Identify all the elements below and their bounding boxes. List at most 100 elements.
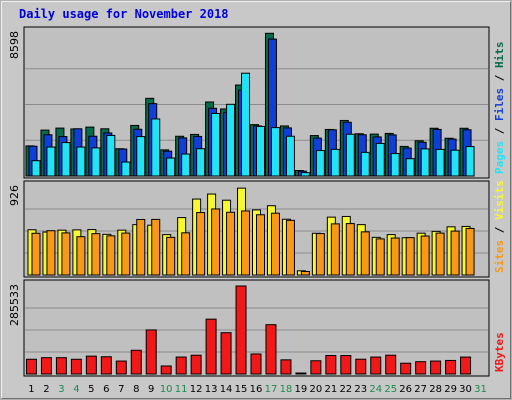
bar-pages-day-14 [226,103,236,177]
bar-sites-day-30 [465,227,475,276]
bar-kbytes-day-26 [400,362,412,375]
bar-sites-day-27 [420,235,430,276]
day-label: 4 [73,384,79,395]
bar-pages-day-5 [91,147,101,177]
day-label: 1 [28,384,34,395]
bar-pages-day-9 [151,118,161,177]
legend-visits: Visits [493,180,506,220]
series-legend-label: KBytes [493,332,506,372]
bar-pages-day-6 [106,134,116,177]
bar-kbytes-day-14 [220,332,232,375]
bar-pages-day-28 [435,148,445,177]
day-label: 27 [414,384,427,395]
bar-sites-day-3 [61,232,71,276]
bar-pages-day-11 [181,153,191,177]
bar-pages-day-16 [256,125,265,177]
day-label: 14 [220,384,233,395]
series-legend-label: Sites / Visits [493,180,506,273]
bar-kbytes-day-30 [460,356,472,375]
bar-sites-day-26 [405,237,415,276]
day-label: 18 [280,384,293,395]
bar-kbytes-day-20 [310,360,322,375]
day-label: 31 [474,384,487,395]
panel-hits-files-pages: 8598 Pages / Files / Hits [8,26,506,179]
bar-sites-day-17 [270,212,280,276]
ymax-label: 285533 [8,284,21,326]
bar-sites-day-23 [360,231,370,276]
bar-kbytes-day-16 [250,353,262,375]
day-label: 21 [324,384,337,395]
day-label: 9 [148,384,154,395]
bar-sites-day-4 [76,236,86,276]
day-label: 15 [235,384,248,395]
bar-pages-day-27 [420,148,430,177]
bar-kbytes-day-11 [175,356,187,375]
bar-kbytes-day-2 [40,357,52,375]
legend-hits: Hits [493,42,506,69]
bar-sites-day-1 [31,232,41,276]
bar-sites-day-16 [256,214,265,276]
bar-kbytes-day-28 [430,360,442,375]
day-label: 2 [43,384,49,395]
day-label: 16 [250,384,263,395]
bar-sites-day-28 [435,232,445,276]
bar-kbytes-day-5 [85,355,97,375]
bar-sites-day-14 [226,211,236,276]
bar-kbytes-day-18 [280,359,292,375]
bar-kbytes-day-15 [235,285,247,375]
legend-separator: / [493,220,506,240]
bar-pages-day-29 [450,149,460,177]
chart-panels: 8598 Pages / Files / Hits 926 Sites / Visit… [8,26,506,377]
bar-pages-day-23 [360,151,370,177]
day-label: 24 [369,384,382,395]
bar-pages-day-2 [46,146,56,177]
panel-visits-sites: 926 Sites / Visits [8,180,506,278]
bar-kbytes-day-24 [370,356,382,375]
day-label: 19 [295,384,308,395]
bar-pages-day-24 [375,142,385,177]
bar-sites-day-2 [46,230,56,276]
day-label: 22 [339,384,352,395]
bar-kbytes-day-7 [115,360,127,375]
day-label: 30 [459,384,472,395]
bar-kbytes-day-29 [445,359,457,375]
bar-pages-day-4 [76,146,86,177]
chart-title: Daily usage for November 2018 [19,7,229,21]
day-label: 8 [133,384,139,395]
bar-sites-day-7 [121,232,131,276]
day-label: 23 [354,384,367,395]
bar-pages-day-19 [300,172,310,177]
series-legend-label: Pages / Files / Hits [493,42,506,175]
bar-sites-day-15 [241,210,251,276]
bar-sites-day-21 [330,223,340,276]
day-labels: 1 2 3 4 5 6 7 8 9 10 11 12 13 14 15 16 17 18 19 20 21 22 23 24 2… [28,384,487,395]
bar-sites-day-24 [375,238,385,276]
legend-files: Files [493,88,506,121]
legend-separator: / [493,121,506,141]
bar-kbytes-day-19 [295,372,307,375]
bar-sites-day-20 [315,233,325,276]
bar-sites-day-9 [151,218,161,276]
bar-kbytes-day-22 [340,355,352,375]
bar-sites-day-6 [106,235,116,276]
bar-sites-day-5 [91,233,101,276]
bar-pages-day-30 [465,146,475,177]
bar-kbytes-day-10 [160,365,172,375]
day-label: 25 [384,384,397,395]
day-label: 10 [160,384,173,395]
legend-kbytes: KBytes [493,332,506,372]
bar-kbytes-day-25 [385,354,397,375]
bar-pages-day-7 [121,161,131,177]
bar-sites-day-18 [285,219,295,276]
day-label: 12 [190,384,203,395]
bar-kbytes-day-27 [415,361,427,375]
bar-sites-day-11 [181,232,191,276]
bar-kbytes-day-4 [70,358,82,375]
bar-pages-day-21 [330,148,340,177]
day-label: 28 [429,384,442,395]
bar-pages-day-20 [315,150,325,177]
legend-separator: / [493,68,506,88]
bar-pages-day-15 [241,72,251,177]
bar-sites-day-22 [345,223,355,276]
